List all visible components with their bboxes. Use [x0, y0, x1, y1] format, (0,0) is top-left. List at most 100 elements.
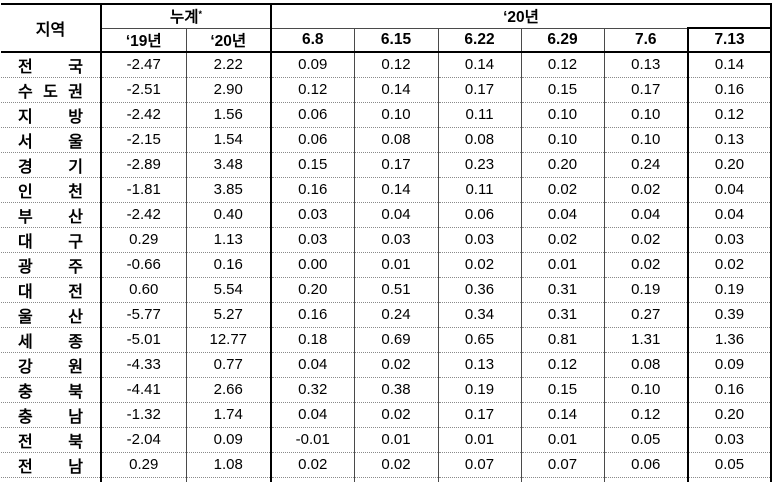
value-cell: -2.15 — [101, 126, 187, 152]
value-cell: 0.03 — [687, 226, 773, 252]
value-cell: 0.51 — [354, 276, 439, 302]
table-row: 서 울 -2.15 1.54 0.06 0.08 0.08 0.10 0.10 0.13 — [1, 126, 773, 152]
table-row: 인 천 -1.81 3.85 0.16 0.14 0.11 0.02 0.02 0.04 — [1, 176, 773, 202]
table-row: 지 방 -2.42 1.56 0.06 0.10 0.11 0.10 0.10 0.12 — [1, 101, 773, 127]
value-cell: 0.17 — [438, 401, 522, 427]
value-cell: 0.36 — [438, 276, 522, 302]
value-cell: 0.03 — [687, 426, 773, 452]
value-cell: 0.32 — [271, 376, 355, 402]
value-cell: 0.39 — [687, 301, 773, 327]
value-cell: 0.13 — [687, 126, 773, 152]
table-row: 광 주 -0.66 0.16 0.00 0.01 0.02 0.01 0.02 0.02 — [1, 251, 773, 277]
value-cell: 0.07 — [438, 451, 522, 477]
value-cell: 0.16 — [687, 376, 773, 402]
value-cell: 0.02 — [604, 176, 689, 202]
col-header-region: 지역 — [1, 4, 102, 53]
value-cell: 0.02 — [354, 451, 439, 477]
col-header-date-7-13: 7.13 — [687, 27, 773, 53]
value-cell: 12.77 — [186, 326, 273, 352]
value-cell: 0.15 — [271, 151, 355, 177]
table-row: 강 원 -4.33 0.77 0.04 0.02 0.13 0.12 0.08 0.09 — [1, 351, 773, 377]
col-header-date-6-8: 6.8 — [271, 28, 355, 53]
value-cell: 0.10 — [354, 101, 439, 127]
value-cell: 0.02 — [521, 476, 605, 482]
value-cell: 2.66 — [186, 376, 273, 402]
value-cell: 0.04 — [521, 201, 605, 227]
value-cell: 0.10 — [521, 101, 605, 127]
value-cell: 0.15 — [521, 376, 605, 402]
value-cell: 0.05 — [604, 426, 689, 452]
footnote-marker: * — [198, 9, 203, 20]
table-body: 전 국 -2.47 2.22 0.09 0.12 0.14 0.12 0.13 0.14 수 도 권 -2… — [1, 51, 773, 482]
table-row: 전 국 -2.47 2.22 0.09 0.12 0.14 0.12 0.13 0.14 — [1, 51, 773, 77]
col-header-2020-cumulative: ‘20년 — [186, 28, 273, 53]
value-cell: 0.17 — [354, 151, 439, 177]
value-cell: 0.34 — [438, 301, 522, 327]
value-cell: 0.03 — [438, 226, 522, 252]
value-cell: 3.85 — [186, 176, 273, 202]
value-cell: 0.10 — [521, 126, 605, 152]
value-cell: 0.20 — [271, 276, 355, 302]
table-header: 지역 누계* ‘20년 ‘19년 ‘20년 6.8 6.15 6.22 6.29… — [1, 4, 773, 53]
value-cell: 0.81 — [521, 326, 605, 352]
value-cell: 0.69 — [354, 326, 439, 352]
value-cell: -1.32 — [101, 401, 187, 427]
table-row: 전 남 0.29 1.08 0.02 0.02 0.07 0.07 0.06 0.05 — [1, 451, 773, 477]
value-cell: 2.22 — [186, 51, 273, 77]
value-cell: 0.01 — [354, 251, 439, 277]
value-cell: 0.27 — [604, 301, 689, 327]
value-cell: 0.29 — [101, 226, 187, 252]
value-cell: 0.02 — [438, 476, 522, 482]
value-cell: -4.33 — [101, 351, 187, 377]
col-header-date-6-22: 6.22 — [438, 28, 522, 53]
value-cell: 0.06 — [438, 201, 522, 227]
value-cell: -2.04 — [101, 426, 187, 452]
value-cell: -1.81 — [101, 176, 187, 202]
col-header-date-6-15: 6.15 — [354, 28, 439, 53]
value-cell: 1.74 — [186, 401, 273, 427]
value-cell: 0.03 — [271, 201, 355, 227]
value-cell: -0.66 — [101, 251, 187, 277]
value-cell: 0.12 — [604, 401, 689, 427]
value-cell: 0.19 — [438, 376, 522, 402]
value-cell: 0.20 — [687, 151, 773, 177]
value-cell: 0.06 — [271, 126, 355, 152]
value-cell: 0.14 — [354, 176, 439, 202]
value-cell: 0.38 — [354, 376, 439, 402]
value-cell: -5.01 — [101, 326, 187, 352]
value-cell: 0.09 — [271, 51, 355, 77]
value-cell: 0.16 — [186, 251, 273, 277]
value-cell: 0.16 — [271, 176, 355, 202]
value-cell: -0.03 — [271, 476, 355, 482]
value-cell: 0.04 — [271, 351, 355, 377]
value-cell: 0.01 — [521, 426, 605, 452]
value-cell: 0.01 — [354, 476, 439, 482]
table-row: 전 북 -2.04 0.09 -0.01 0.01 0.01 0.01 0.05 0.03 — [1, 426, 773, 452]
value-cell: 1.54 — [186, 126, 273, 152]
value-cell: 0.19 — [687, 276, 773, 302]
region-name: 경북 — [1, 478, 99, 482]
value-cell: -0.23 — [186, 476, 273, 482]
value-cell: -2.47 — [101, 51, 187, 77]
value-cell: 1.31 — [604, 326, 689, 352]
value-cell: 0.24 — [604, 151, 689, 177]
value-cell: 0.10 — [604, 126, 689, 152]
value-cell: 0.10 — [604, 376, 689, 402]
value-cell: 0.29 — [101, 451, 187, 477]
